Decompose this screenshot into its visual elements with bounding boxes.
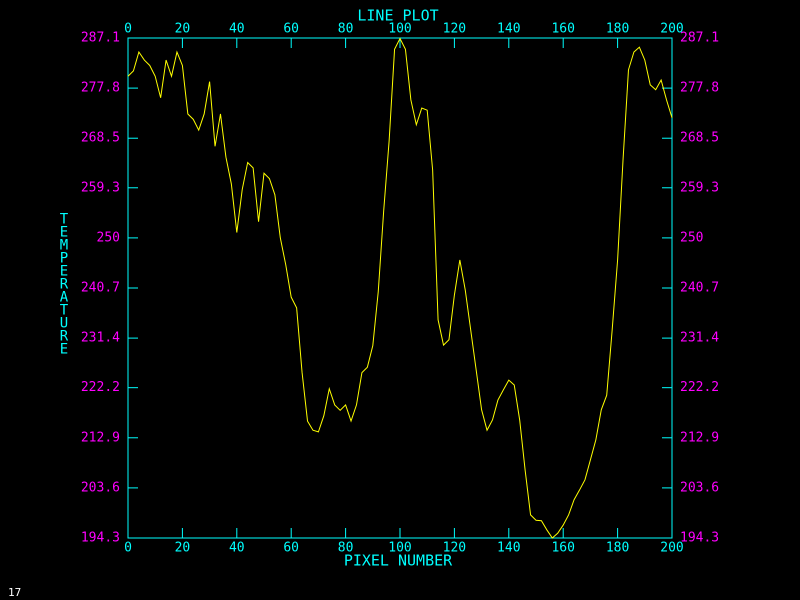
x-tick-label-top: 80 [338, 22, 354, 37]
y-tick-label-right: 240.7 [680, 281, 719, 296]
x-tick-label: 60 [283, 541, 299, 556]
x-axis-label: PIXEL NUMBER [344, 552, 453, 570]
x-tick-label-top: 0 [124, 22, 132, 37]
page-label: 17 [8, 586, 21, 599]
x-tick-label: 160 [551, 541, 574, 556]
y-tick-label-right: 277.8 [680, 81, 719, 96]
x-tick-label-top: 140 [497, 22, 520, 37]
y-tick-label: 240.7 [81, 281, 120, 296]
chart-title: LINE PLOT [357, 7, 438, 25]
x-tick-label: 40 [229, 541, 245, 556]
y-axis-label: TEMPERATURE [56, 212, 72, 355]
x-tick-label-top: 40 [229, 22, 245, 37]
y-tick-label: 287.1 [81, 31, 120, 46]
y-tick-label: 268.5 [81, 131, 120, 146]
y-tick-label-right: 287.1 [680, 31, 719, 46]
x-tick-label: 200 [660, 541, 683, 556]
plot-frame [127, 37, 673, 539]
x-tick-label-top: 180 [606, 22, 629, 37]
y-tick-label: 203.6 [81, 480, 120, 495]
y-tick-label-right: 212.9 [680, 430, 719, 445]
data-line [127, 37, 673, 539]
y-tick-label-right: 259.3 [680, 180, 719, 195]
y-tick-label: 250 [97, 230, 120, 245]
y-tick-label-right: 231.4 [680, 331, 719, 346]
y-tick-label: 212.9 [81, 430, 120, 445]
x-tick-label: 80 [338, 541, 354, 556]
y-tick-label-right: 222.2 [680, 380, 719, 395]
x-tick-label-top: 60 [283, 22, 299, 37]
x-tick-label-top: 120 [443, 22, 466, 37]
x-tick-label-top: 160 [551, 22, 574, 37]
x-tick-label: 120 [443, 541, 466, 556]
y-tick-label: 222.2 [81, 380, 120, 395]
y-tick-label: 277.8 [81, 81, 120, 96]
x-tick-label: 100 [388, 541, 411, 556]
x-tick-label: 180 [606, 541, 629, 556]
x-tick-label: 20 [175, 541, 191, 556]
y-tick-label: 194.3 [81, 531, 120, 546]
x-tick-label-top: 20 [175, 22, 191, 37]
y-tick-label: 259.3 [81, 180, 120, 195]
x-tick-label-top: 200 [660, 22, 683, 37]
x-tick-label: 140 [497, 541, 520, 556]
y-tick-label-right: 203.6 [680, 480, 719, 495]
y-tick-label-right: 268.5 [680, 131, 719, 146]
x-tick-label: 0 [124, 541, 132, 556]
y-tick-label-right: 194.3 [680, 531, 719, 546]
y-tick-label-right: 250 [680, 230, 703, 245]
y-tick-label: 231.4 [81, 331, 120, 346]
x-tick-label-top: 100 [388, 22, 411, 37]
